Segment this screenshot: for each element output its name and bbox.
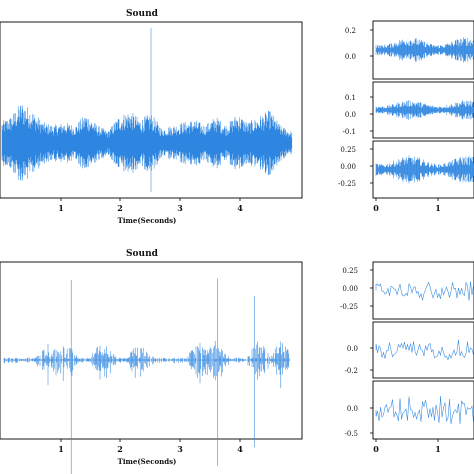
br-subplot-3-frame (372, 380, 474, 440)
tr-subplot-3-line (375, 155, 474, 184)
top-waveform-series (1, 28, 293, 192)
tr2-ytick-2: 0.0 (345, 111, 356, 119)
top-panel-frame (0, 21, 303, 199)
bottom-xlabel: Time(Seconds) (118, 457, 177, 466)
tr2-ytick-3: -0.1 (343, 128, 357, 136)
tr-subplot-1-line (375, 37, 474, 63)
tr-xtick-1: 1 (435, 203, 441, 213)
tr2-ytick-1: 0.1 (345, 94, 356, 102)
br1-ytick-1: 0.25 (342, 267, 358, 275)
bottom-xtick-3: 3 (177, 444, 183, 454)
bottom-xtick-4: 4 (237, 444, 243, 454)
tr-subplot-3-frame (372, 140, 474, 199)
br-subplot-2-series (375, 339, 474, 361)
top-right-subplots: 0.2 0.0 0.1 0.0 -0.1 0.25 0.00 -0.25 0 1 (338, 20, 474, 213)
tr1-ytick-2: 0.0 (345, 53, 356, 61)
br1-ytick-2: 0.00 (342, 285, 358, 293)
tr3-ytick-2: 0.00 (340, 163, 356, 171)
br2-ytick-2: -0.2 (345, 367, 359, 375)
top-waveform-line (1, 28, 293, 192)
bottom-panel-frame (0, 261, 303, 440)
bottom-panel-title: Sound (126, 249, 159, 259)
top-xlabel: Time(Seconds) (118, 216, 177, 225)
br-subplot-3-series (375, 395, 474, 425)
top-xtick-2: 2 (117, 203, 123, 213)
br-subplot-2-frame (372, 321, 474, 379)
top-xtick-1: 1 (58, 203, 64, 213)
br-subplot-1-line (375, 281, 474, 301)
br3-ytick-2: -0.5 (345, 430, 359, 438)
br-subplot-2-line (375, 339, 474, 361)
tr-subplot-1-series (375, 37, 474, 63)
tr3-ytick-1: 0.25 (340, 146, 356, 154)
br-subplot-1-frame (372, 261, 474, 320)
br-xtick-1: 1 (435, 444, 441, 454)
br-xtick-0: 0 (373, 444, 379, 454)
bottom-waveform-panel: Sound 1 2 3 4 Time(Seconds) (0, 249, 303, 474)
tr3-ytick-3: -0.25 (338, 180, 356, 188)
top-panel-title: Sound (126, 9, 159, 19)
bottom-xtick-2: 2 (117, 444, 123, 454)
top-xtick-4: 4 (237, 203, 243, 213)
br-subplot-3-line (375, 395, 474, 425)
tr-subplot-1-frame (372, 20, 474, 80)
tr-subplot-2-frame (372, 81, 474, 139)
br3-ytick-1: 0.0 (347, 405, 358, 413)
bottom-xtick-1: 1 (58, 444, 64, 454)
tr1-ytick-1: 0.2 (345, 27, 356, 35)
tr-subplot-3-series (375, 155, 474, 184)
top-waveform-panel: Sound 1 2 3 4 Time(Seconds) (0, 9, 303, 225)
bottom-waveform-line (3, 278, 290, 474)
br1-ytick-3: -0.25 (340, 303, 358, 311)
tr-xtick-0: 0 (373, 203, 379, 213)
bottom-waveform-series (3, 278, 290, 474)
br-subplot-1-series (375, 281, 474, 301)
br2-ytick-1: 0.0 (347, 345, 358, 353)
tr-subplot-2-line (375, 100, 474, 120)
bottom-right-subplots: 0.25 0.00 -0.25 0.0 -0.2 0.0 -0.5 0 1 (340, 261, 474, 454)
tr-subplot-2-series (375, 100, 474, 120)
top-xtick-3: 3 (177, 203, 183, 213)
